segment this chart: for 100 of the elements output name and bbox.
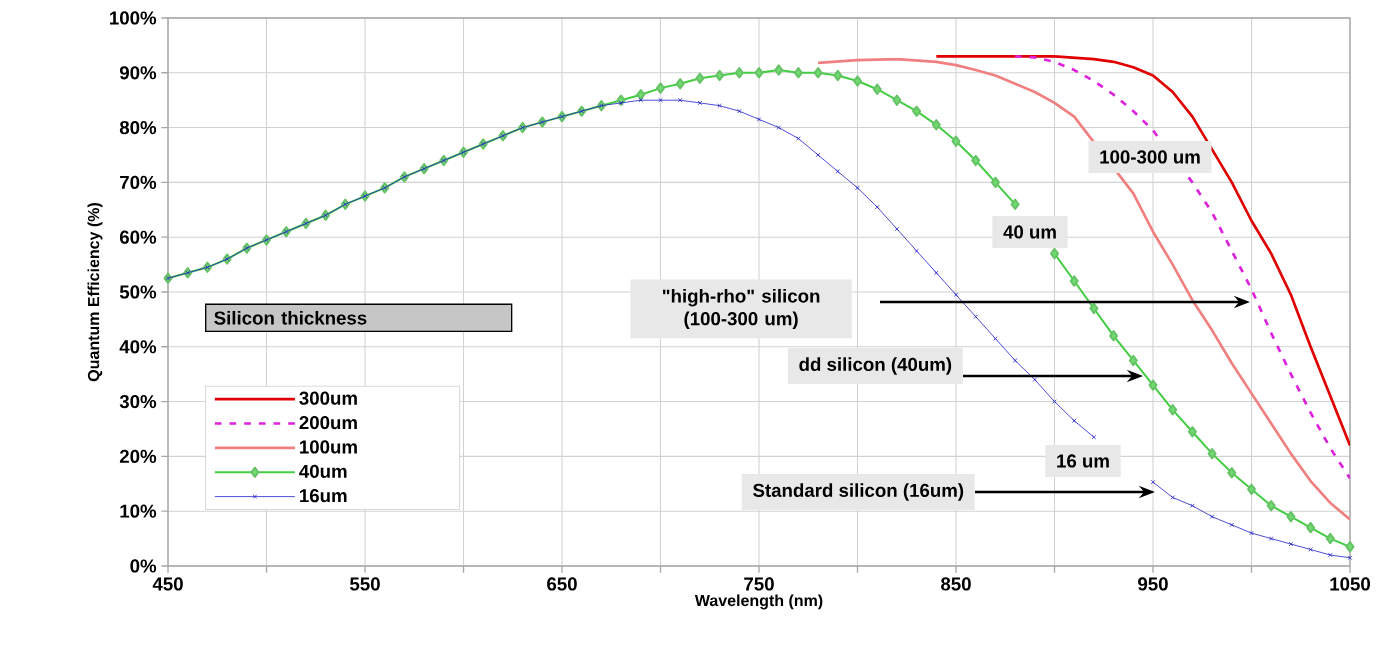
y-axis-title: Quantum Efficiency (%) bbox=[87, 203, 103, 382]
point bbox=[1229, 522, 1235, 528]
point bbox=[815, 152, 821, 158]
point bbox=[776, 125, 781, 130]
point bbox=[1170, 495, 1175, 500]
point bbox=[774, 64, 784, 76]
point bbox=[1032, 377, 1038, 382]
point bbox=[756, 117, 762, 122]
point bbox=[872, 83, 882, 95]
annotation: 16 um bbox=[1057, 454, 1109, 468]
point bbox=[1288, 541, 1294, 547]
point bbox=[1308, 547, 1313, 552]
annotation: 100-300 um bbox=[1100, 150, 1200, 164]
point bbox=[697, 100, 703, 106]
x-axis-title: Wavelength (nm) bbox=[694, 594, 823, 610]
point bbox=[734, 67, 744, 79]
point bbox=[1091, 434, 1097, 440]
point bbox=[638, 97, 644, 103]
point bbox=[993, 336, 998, 341]
point bbox=[874, 204, 880, 210]
legend-label: 300um bbox=[299, 391, 357, 405]
point bbox=[894, 226, 900, 232]
point bbox=[912, 105, 922, 117]
point bbox=[1249, 530, 1254, 536]
x-tick-label: 650 bbox=[547, 577, 577, 591]
point bbox=[1306, 521, 1316, 534]
legend-label: 100um bbox=[300, 440, 357, 454]
legend-label: 16um bbox=[300, 489, 347, 503]
annotation: "high-rho" silicon (100-300 um) bbox=[662, 288, 820, 330]
legend-label: 40um bbox=[299, 464, 347, 478]
point bbox=[793, 67, 803, 79]
point bbox=[677, 97, 683, 103]
point bbox=[1089, 302, 1099, 315]
y-tick-label: 70% bbox=[120, 175, 157, 189]
y-tick-label: 100% bbox=[110, 11, 157, 25]
y-tick-label: 10% bbox=[120, 504, 157, 518]
legend-title: Silicon thickness bbox=[214, 310, 367, 325]
point bbox=[343, 202, 348, 207]
point bbox=[1209, 514, 1215, 519]
point bbox=[658, 97, 663, 103]
point bbox=[1345, 541, 1355, 553]
point bbox=[931, 119, 941, 131]
point bbox=[441, 158, 447, 163]
x-tick-label: 950 bbox=[1138, 577, 1168, 591]
legend-label: 200um bbox=[299, 415, 357, 430]
point bbox=[695, 72, 705, 84]
annotation: dd silicon (40um) bbox=[799, 357, 952, 375]
point bbox=[205, 265, 210, 270]
point bbox=[715, 69, 725, 82]
point bbox=[1128, 354, 1138, 367]
point bbox=[737, 108, 742, 114]
point bbox=[813, 67, 823, 79]
point bbox=[1069, 275, 1079, 287]
point bbox=[1286, 511, 1296, 523]
point bbox=[1268, 536, 1274, 541]
point bbox=[971, 154, 981, 167]
point bbox=[421, 166, 427, 171]
point bbox=[1266, 500, 1276, 512]
point bbox=[618, 100, 624, 106]
point bbox=[1168, 404, 1178, 416]
point bbox=[855, 185, 860, 191]
x-tick-label: 1050 bbox=[1330, 577, 1370, 591]
point bbox=[675, 78, 685, 90]
point bbox=[1071, 418, 1077, 424]
point bbox=[1010, 198, 1020, 210]
point bbox=[1012, 358, 1018, 363]
point bbox=[934, 270, 939, 276]
x-tick-label: 450 bbox=[152, 577, 183, 591]
point bbox=[1328, 552, 1333, 558]
point bbox=[1190, 503, 1195, 508]
point bbox=[1187, 426, 1197, 438]
point bbox=[303, 221, 309, 226]
point bbox=[1052, 399, 1057, 404]
point bbox=[283, 229, 289, 234]
point bbox=[973, 314, 978, 319]
y-tick-label: 80% bbox=[119, 120, 157, 135]
y-tick-label: 90% bbox=[119, 66, 157, 80]
point bbox=[953, 292, 959, 298]
point bbox=[914, 248, 919, 254]
point bbox=[717, 103, 722, 108]
point bbox=[1207, 447, 1217, 460]
y-tick-label: 40% bbox=[119, 340, 157, 354]
point bbox=[656, 82, 666, 94]
x-tick-label: 850 bbox=[941, 577, 971, 591]
y-tick-label: 0% bbox=[130, 559, 157, 573]
y-tick-label: 50% bbox=[119, 285, 157, 299]
point bbox=[520, 125, 525, 130]
point bbox=[754, 67, 764, 79]
point bbox=[951, 135, 961, 147]
y-tick-label: 30% bbox=[119, 394, 157, 409]
point bbox=[559, 114, 565, 119]
annotation: Standard silicon (16um) bbox=[753, 483, 964, 501]
point bbox=[1325, 532, 1335, 545]
point bbox=[853, 75, 863, 87]
y-tick-label: 20% bbox=[119, 449, 157, 463]
x-tick-label: 750 bbox=[744, 577, 774, 591]
point bbox=[835, 169, 841, 174]
point bbox=[990, 176, 1000, 189]
point bbox=[833, 69, 843, 82]
x-tick-label: 550 bbox=[350, 577, 380, 591]
